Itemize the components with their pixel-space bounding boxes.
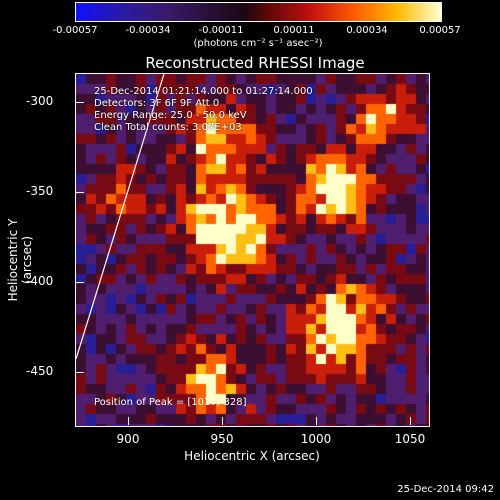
colorbar [75,2,442,22]
peak-position: Position of Peak = [1017,-328] [94,397,247,408]
colorbar-tick: -0.00011 [198,25,244,36]
info-time: 25-Dec-2014 01:21:14.000 to 01:27:14.000 [94,86,313,97]
y-tick-label: -300 [26,94,54,108]
x-tick-label: 1000 [300,432,332,446]
colorbar-tick: 0.00034 [346,25,388,36]
colorbar-tick: 0.00057 [419,25,461,36]
info-detectors: Detectors: 3F 6F 9F Att 0 [94,98,220,109]
y-tick-label: -450 [26,364,54,378]
limb-line [76,74,165,360]
colorbar-unit: (photons cm⁻² s⁻¹ asec⁻²) [193,38,323,49]
colorbar-tick: -0.00057 [52,25,98,36]
info-clean: Clean Total counts: 3.07E+03 [94,122,242,133]
colorbar-tick: 0.00011 [273,25,315,36]
image-title: Reconstructed RHESSI Image [145,54,365,72]
y-axis-label: Heliocentric Y (arcsec) [6,218,34,302]
x-tick-label: 900 [116,432,140,446]
info-energy: Energy Range: 25.0 - 50.0 keV [94,110,247,121]
x-axis-label: Heliocentric X (arcsec) [184,449,320,463]
heatmap-canvas [76,74,429,426]
colorbar-tick: -0.00034 [125,25,171,36]
y-tick-label: -400 [26,274,54,288]
timestamp: 25-Dec-2014 09:42 [397,484,494,495]
x-tick-label: 1050 [394,432,426,446]
y-tick-label: -350 [26,184,54,198]
x-tick-label: 950 [210,432,234,446]
rhessi-image: 25-Dec-2014 01:21:14.000 to 01:27:14.000… [75,73,430,427]
